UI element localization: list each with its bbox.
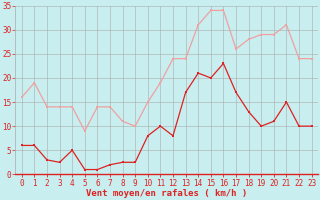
X-axis label: Vent moyen/en rafales ( km/h ): Vent moyen/en rafales ( km/h ) bbox=[86, 189, 247, 198]
